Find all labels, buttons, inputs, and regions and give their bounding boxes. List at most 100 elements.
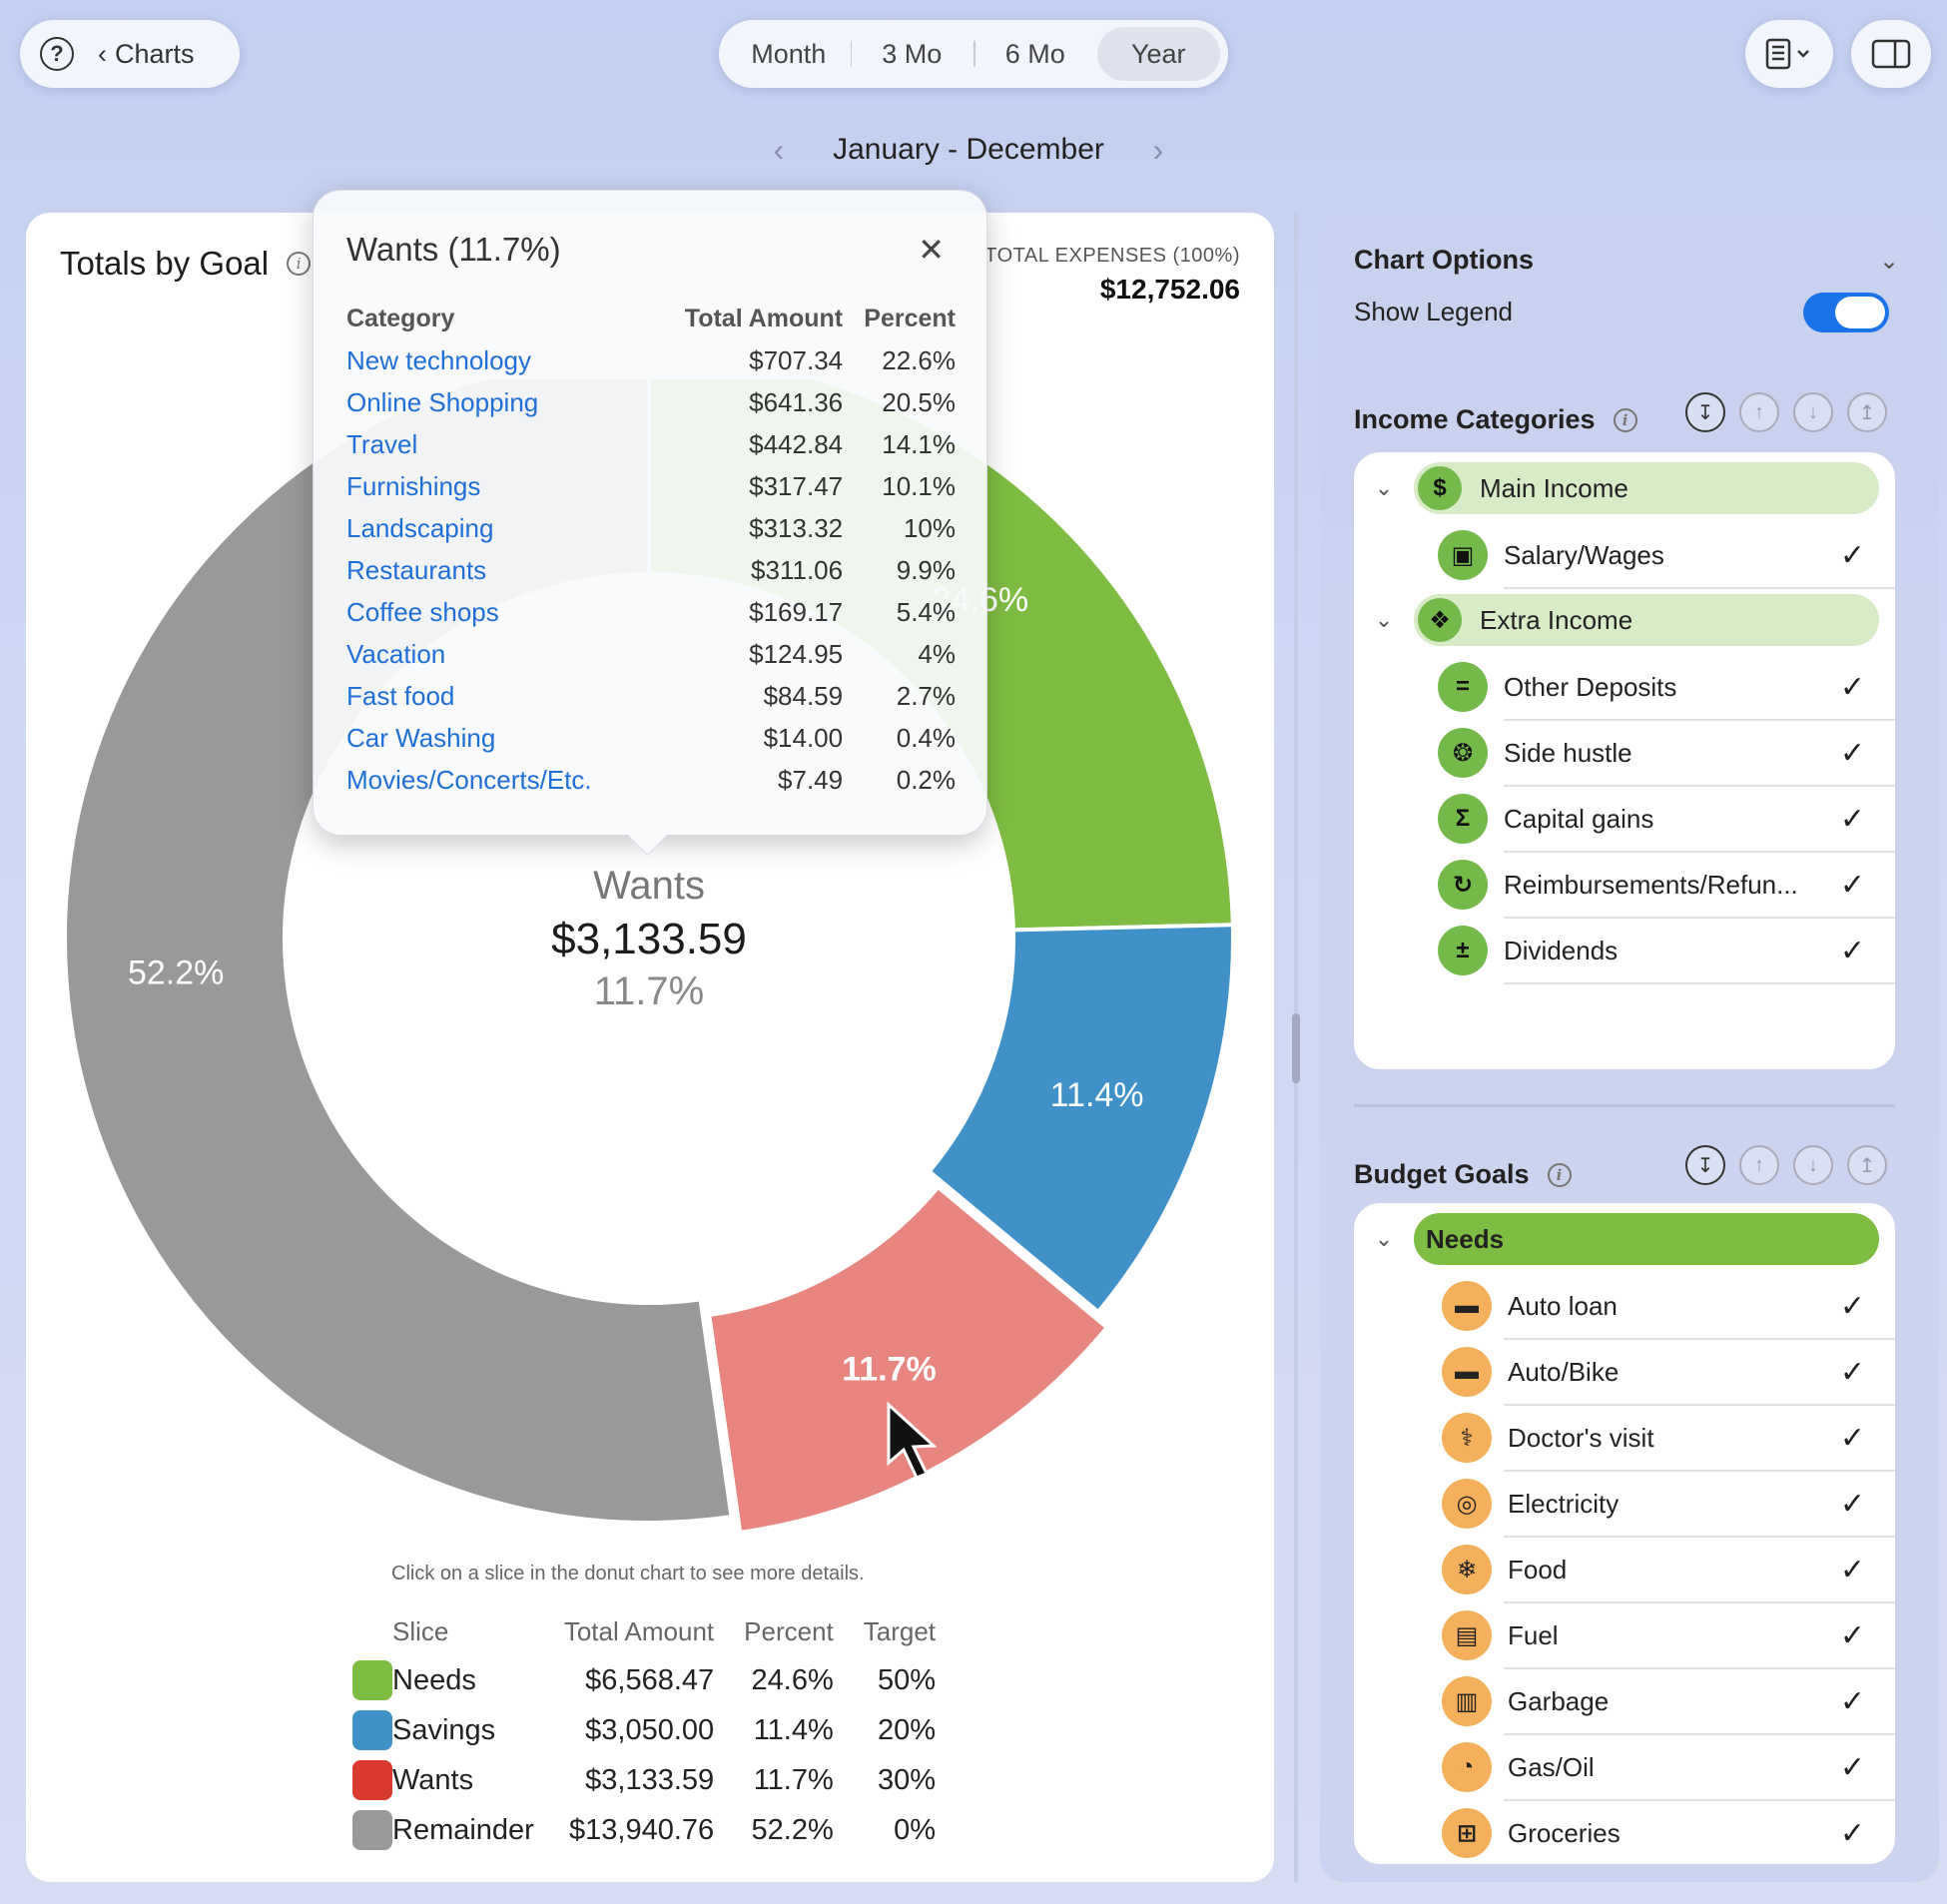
checkmark-icon[interactable]: ✓ <box>1839 1750 1865 1784</box>
category-link[interactable]: Online Shopping <box>346 386 539 417</box>
checkmark-icon[interactable]: ✓ <box>1839 1553 1865 1587</box>
move-up-icon[interactable]: ↑ <box>1739 1145 1779 1185</box>
list-item[interactable]: = Other Deposits ✓ <box>1354 654 1895 720</box>
category-link[interactable]: Movies/Concerts/Etc. <box>346 764 592 795</box>
sidebar-icon <box>1871 39 1911 69</box>
row-separator <box>1504 587 1895 589</box>
show-legend-toggle[interactable] <box>1803 293 1889 332</box>
table-row: Movies/Concerts/Etc. $7.49 0.2% <box>346 759 956 801</box>
collapse-all-icon[interactable]: ↥ <box>1847 1145 1887 1185</box>
table-row: Car Washing $14.00 0.4% <box>346 717 956 759</box>
list-item[interactable]: ⊞ Groceries ✓ <box>1354 1800 1895 1864</box>
list-item[interactable]: ❄ Food ✓ <box>1354 1537 1895 1602</box>
info-icon[interactable]: i <box>1613 407 1637 432</box>
info-icon[interactable]: i <box>1547 1162 1572 1187</box>
checkmark-icon[interactable]: ✓ <box>1839 1487 1865 1521</box>
chevron-down-icon[interactable]: ⌄ <box>1374 1226 1394 1251</box>
checkmark-icon[interactable]: ✓ <box>1839 670 1865 704</box>
collapse-all-icon[interactable]: ↥ <box>1847 392 1887 432</box>
table-row: New technology $707.34 22.6% <box>346 339 956 381</box>
chevron-down-icon[interactable]: ⌄ <box>1374 607 1394 632</box>
list-item[interactable]: ▥ Garbage ✓ <box>1354 1668 1895 1734</box>
move-down-icon[interactable]: ↓ <box>1793 392 1833 432</box>
group-row[interactable]: ⌄ Needs <box>1354 1207 1895 1271</box>
category-link[interactable]: Fast food <box>346 680 455 711</box>
checkmark-icon[interactable]: ✓ <box>1839 736 1865 770</box>
category-link[interactable]: Travel <box>346 428 418 459</box>
budget-goals-heading: Budget Goals i <box>1354 1159 1572 1190</box>
list-item[interactable]: ◎ Electricity ✓ <box>1354 1471 1895 1537</box>
checkmark-icon[interactable]: ✓ <box>1839 538 1865 572</box>
list-item[interactable]: ▬ Auto loan ✓ <box>1354 1273 1895 1339</box>
carrot-icon: ❄ <box>1442 1545 1492 1594</box>
help-icon[interactable]: ? <box>40 37 74 71</box>
list-item[interactable]: ❂ Side hustle ✓ <box>1354 720 1895 786</box>
item-label: Fuel <box>1508 1619 1559 1650</box>
date-range-navigator: ‹ January - December › <box>759 125 1178 175</box>
checkmark-icon[interactable]: ✓ <box>1839 1421 1865 1455</box>
list-item[interactable]: Σ Capital gains ✓ <box>1354 786 1895 852</box>
next-period-button[interactable]: › <box>1152 131 1164 168</box>
legend-row[interactable]: Remainder $13,940.76 52.2% 0% <box>305 1805 936 1855</box>
income-categories-title: Income Categories <box>1354 404 1596 434</box>
category-link[interactable]: Restaurants <box>346 554 487 585</box>
list-item[interactable]: ◔ Gas/Oil ✓ <box>1354 1734 1895 1800</box>
donut-slice-remainder[interactable] <box>62 379 734 1525</box>
category-link[interactable]: New technology <box>346 344 531 375</box>
toggle-sidebar-button[interactable] <box>1851 20 1931 88</box>
chevron-down-icon[interactable]: ⌄ <box>1879 248 1900 275</box>
legend-percent: 52.2% <box>751 1813 834 1846</box>
legend-row[interactable]: Savings $3,050.00 11.4% 20% <box>305 1705 936 1755</box>
list-item[interactable]: ▬ Auto/Bike ✓ <box>1354 1339 1895 1405</box>
checkmark-icon[interactable]: ✓ <box>1839 1618 1865 1652</box>
expand-all-icon[interactable]: ↧ <box>1685 392 1725 432</box>
checkmark-icon[interactable]: ✓ <box>1839 934 1865 967</box>
checkmark-icon[interactable]: ✓ <box>1839 1289 1865 1323</box>
checkmark-icon[interactable]: ✓ <box>1839 868 1865 902</box>
total-expenses: TOTAL EXPENSES (100%) $12,752.06 <box>984 245 1240 306</box>
percent-cell: 5.4% <box>896 596 956 627</box>
date-range-label: January - December <box>833 133 1104 166</box>
col-total-amount: Total Amount <box>684 304 844 332</box>
info-icon[interactable]: i <box>287 252 312 276</box>
group-row[interactable]: ⌄ $ Main Income <box>1354 456 1895 520</box>
donut-slice-savings[interactable] <box>927 923 1235 1314</box>
expand-all-icon[interactable]: ↧ <box>1685 1145 1725 1185</box>
checkmark-icon[interactable]: ✓ <box>1839 802 1865 836</box>
legend-target: 0% <box>894 1813 937 1846</box>
item-label: Salary/Wages <box>1504 539 1664 570</box>
list-item[interactable]: ± Dividends ✓ <box>1354 918 1895 983</box>
chevron-down-icon[interactable]: ⌄ <box>1374 475 1394 500</box>
checkmark-icon[interactable]: ✓ <box>1839 1355 1865 1389</box>
item-label: Side hustle <box>1504 737 1632 768</box>
tab-3-months[interactable]: 3 Mo <box>850 27 974 81</box>
legend-row[interactable]: Needs $6,568.47 24.6% 50% <box>305 1655 936 1705</box>
donut-slice-wants[interactable] <box>707 1185 1109 1535</box>
checkmark-icon[interactable]: ✓ <box>1839 1816 1865 1850</box>
legend-amount: $3,050.00 <box>585 1713 715 1746</box>
back-button[interactable]: ‹ Charts <box>98 39 195 70</box>
row-separator <box>1504 1601 1895 1603</box>
move-down-icon[interactable]: ↓ <box>1793 1145 1833 1185</box>
list-item[interactable]: ↻ Reimbursements/Refun... ✓ <box>1354 852 1895 918</box>
tab-month[interactable]: Month <box>751 38 827 69</box>
list-item[interactable]: ▣ Salary/Wages ✓ <box>1354 522 1895 588</box>
tab-6-months[interactable]: 6 Mo <box>974 27 1097 81</box>
checkmark-icon[interactable]: ✓ <box>1839 1684 1865 1718</box>
list-item[interactable]: ▤ Fuel ✓ <box>1354 1602 1895 1668</box>
tab-year[interactable]: Year <box>1096 27 1220 81</box>
group-row[interactable]: ⌄ ❖ Extra Income <box>1354 588 1895 652</box>
category-link[interactable]: Coffee shops <box>346 596 499 627</box>
list-item[interactable]: ⚕ Doctor's visit ✓ <box>1354 1405 1895 1471</box>
category-link[interactable]: Vacation <box>346 638 446 669</box>
category-link[interactable]: Furnishings <box>346 470 481 501</box>
item-label: Reimbursements/Refun... <box>1504 869 1798 900</box>
close-icon[interactable]: ✕ <box>918 232 945 268</box>
split-resize-handle[interactable] <box>1292 1013 1300 1083</box>
previous-period-button[interactable]: ‹ <box>773 131 785 168</box>
view-options-button[interactable] <box>1745 20 1833 88</box>
category-link[interactable]: Landscaping <box>346 512 494 543</box>
legend-row[interactable]: Wants $3,133.59 11.7% 30% <box>305 1755 936 1805</box>
category-link[interactable]: Car Washing <box>346 722 496 753</box>
move-up-icon[interactable]: ↑ <box>1739 392 1779 432</box>
